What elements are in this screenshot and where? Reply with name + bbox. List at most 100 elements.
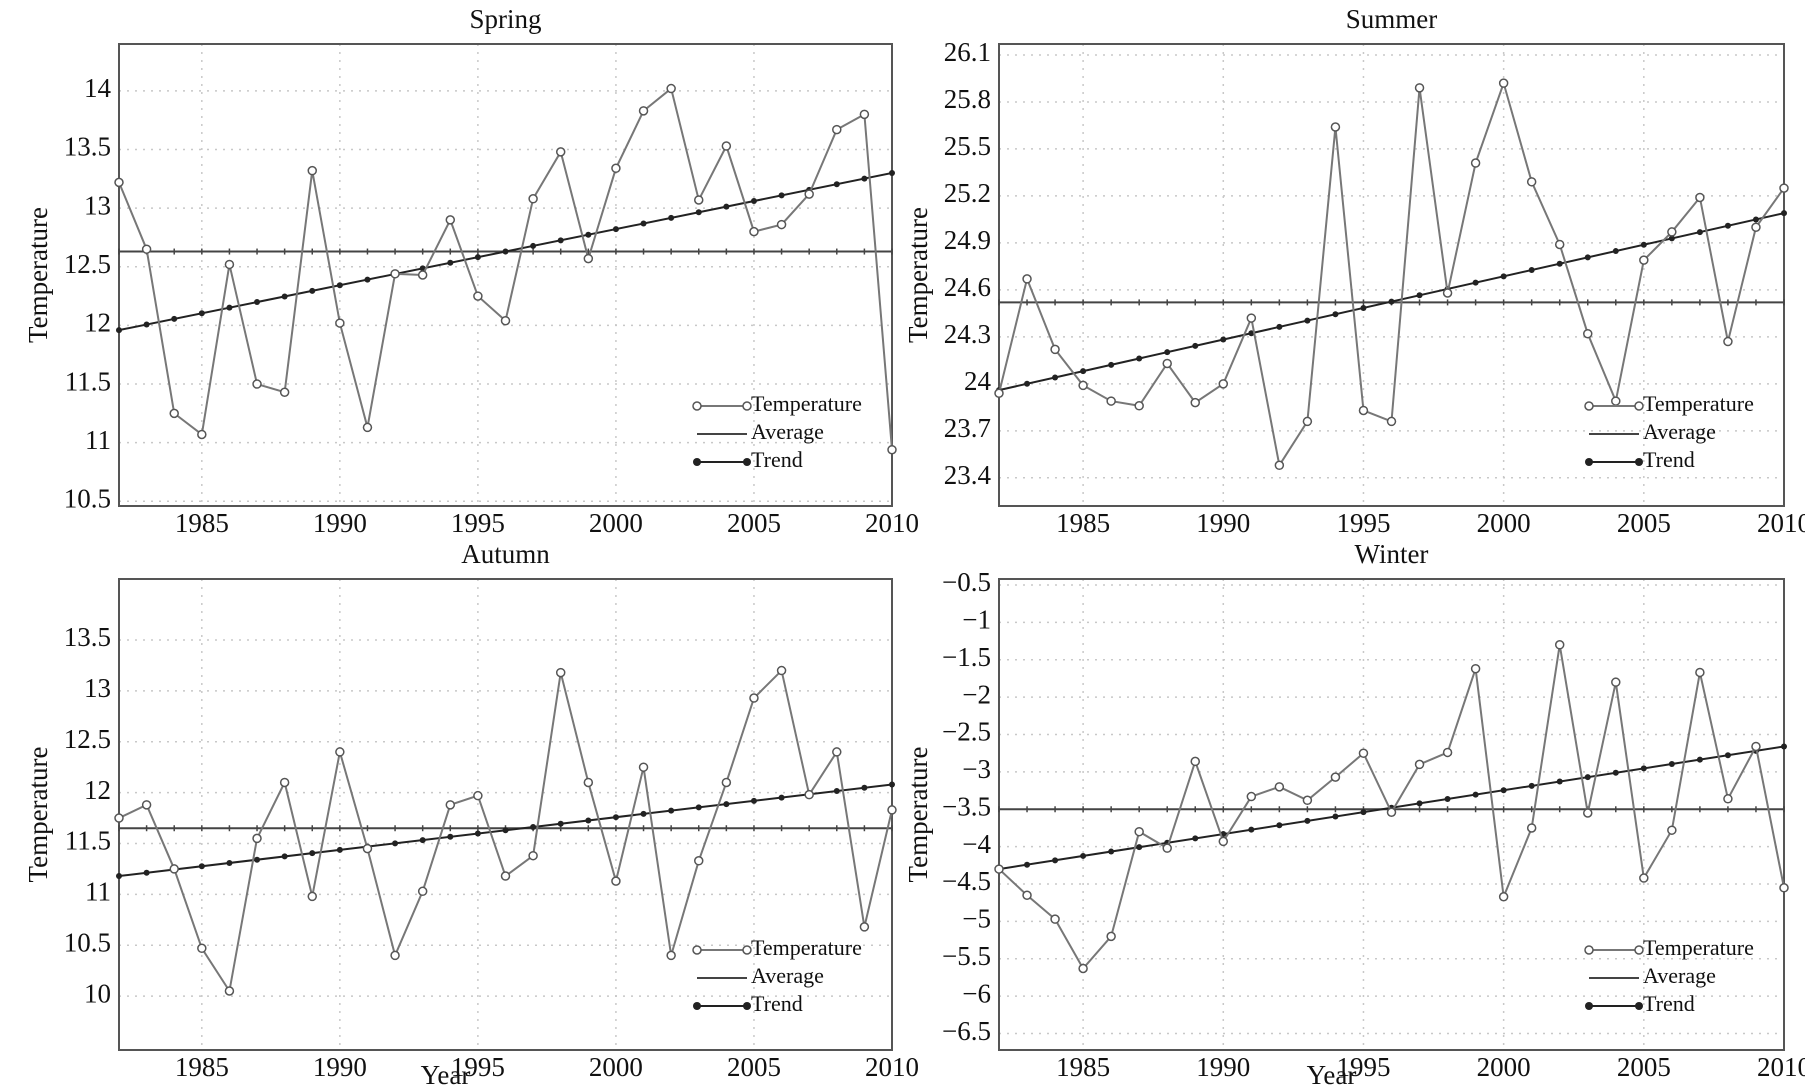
y-tick-label: 23.7 xyxy=(944,413,991,443)
x-tick-label: 1990 xyxy=(313,1052,367,1082)
temperature-point xyxy=(666,950,676,961)
temperature-point xyxy=(500,871,511,881)
trend-marker xyxy=(833,181,840,188)
legend-label: Temperature xyxy=(751,935,862,960)
trend-marker xyxy=(1052,374,1059,381)
panel: Summer Temperature 23.4 23.7 24 24.3 24.6 24.9 2… xyxy=(903,4,1805,538)
temperature-point xyxy=(1583,808,1593,818)
trend-marker xyxy=(1052,857,1059,864)
trend-marker xyxy=(1276,822,1283,829)
trend-marker xyxy=(1528,267,1535,274)
trend-marker xyxy=(1080,852,1087,859)
temperature-point xyxy=(1302,795,1313,806)
trend-marker xyxy=(695,804,702,811)
temperature-point xyxy=(1358,748,1369,758)
temperature-point xyxy=(1526,177,1537,187)
legend-marker xyxy=(1585,458,1593,466)
temperature-point xyxy=(1022,274,1032,284)
legend-label: Temperature xyxy=(1643,391,1754,416)
plot-frame xyxy=(998,578,1785,1051)
panel-title: Autumn xyxy=(461,539,550,569)
trend-marker xyxy=(1220,336,1227,343)
x-tick-label: 1990 xyxy=(313,508,367,538)
y-tick-label: 24.6 xyxy=(944,272,991,302)
temperature-point xyxy=(859,922,870,932)
x-tick-label: 1995 xyxy=(1336,1052,1390,1082)
y-tick-label: 25.2 xyxy=(944,178,991,208)
trend-marker xyxy=(1108,848,1115,855)
temperature-point xyxy=(1695,667,1705,678)
panel: Autumn Temperature Year 10 10.5 11 11.5 12 12.5 1… xyxy=(23,539,919,1090)
y-tick-label: 26.1 xyxy=(944,37,991,67)
plot-frame xyxy=(118,43,893,507)
temperature-point xyxy=(1751,741,1761,752)
temperature-point xyxy=(1779,883,1789,893)
trend-marker xyxy=(281,293,288,300)
temperature-point xyxy=(1639,873,1649,883)
trend-marker xyxy=(447,833,454,840)
temperature-point xyxy=(1274,782,1285,792)
temperature-point xyxy=(445,800,456,810)
temperature-point xyxy=(1386,416,1397,427)
legend-marker xyxy=(693,458,701,466)
trend-marker xyxy=(1500,787,1507,794)
trend-marker xyxy=(1080,368,1087,375)
legend-label: Temperature xyxy=(1643,935,1754,960)
temperature-point xyxy=(307,891,317,902)
temperature-point xyxy=(500,315,511,326)
temperature-point xyxy=(390,269,400,279)
temperature-point xyxy=(1470,158,1481,168)
legend-label: Trend xyxy=(1643,447,1695,472)
temperature-point xyxy=(1162,358,1172,369)
trend-marker xyxy=(640,810,647,817)
y-tick-label: −3 xyxy=(962,754,991,784)
y-tick-label: 13.5 xyxy=(64,622,111,652)
y-tick-label: 10 xyxy=(84,978,111,1008)
trend-marker xyxy=(668,807,675,814)
trend-marker xyxy=(502,248,509,255)
trend-marker xyxy=(1332,311,1339,318)
temperature-point xyxy=(1779,183,1789,193)
y-tick-label: 10.5 xyxy=(64,927,111,957)
trend-marker xyxy=(612,814,619,821)
temperature-point xyxy=(721,141,732,151)
trend-marker xyxy=(392,840,399,847)
trend-marker xyxy=(750,797,757,804)
trend-marker xyxy=(1444,796,1451,803)
temperature-point xyxy=(1246,791,1257,802)
legend-marker xyxy=(692,945,702,955)
temperature-point xyxy=(307,165,317,176)
y-tick-label: 11.5 xyxy=(65,366,111,396)
temperature-point xyxy=(114,177,124,188)
trend-marker xyxy=(309,287,316,294)
temperature-point xyxy=(994,864,1004,874)
x-tick-label: 2000 xyxy=(1477,508,1531,538)
temperature-point xyxy=(197,429,207,440)
temperature-point xyxy=(1442,288,1453,298)
temperature-point xyxy=(141,244,152,254)
temperature-point xyxy=(1302,416,1313,427)
x-tick-label: 2000 xyxy=(589,1052,643,1082)
legend-label: Temperature xyxy=(751,391,862,416)
legend-label: Average xyxy=(751,963,824,988)
temperature-point xyxy=(1162,843,1172,853)
trend-marker xyxy=(1612,769,1619,776)
temperature-point xyxy=(638,106,649,116)
trend-marker xyxy=(530,242,537,249)
legend-marker xyxy=(1635,1002,1643,1010)
temperature-point xyxy=(859,109,870,120)
temperature-point xyxy=(1414,83,1425,93)
temperature-point xyxy=(804,789,814,800)
x-tick-label: 1985 xyxy=(1056,1052,1110,1082)
trend-marker xyxy=(1612,248,1619,255)
trend-marker xyxy=(1640,241,1647,248)
trend-marker xyxy=(336,846,343,853)
trend-marker xyxy=(1192,342,1199,349)
trend-marker xyxy=(1276,323,1283,330)
temperature-point xyxy=(528,850,538,861)
legend-marker xyxy=(1585,1002,1593,1010)
y-tick-label: 12.5 xyxy=(64,724,111,754)
trend-marker xyxy=(447,259,454,266)
legend-marker xyxy=(742,945,752,955)
trend-marker xyxy=(1528,782,1535,789)
